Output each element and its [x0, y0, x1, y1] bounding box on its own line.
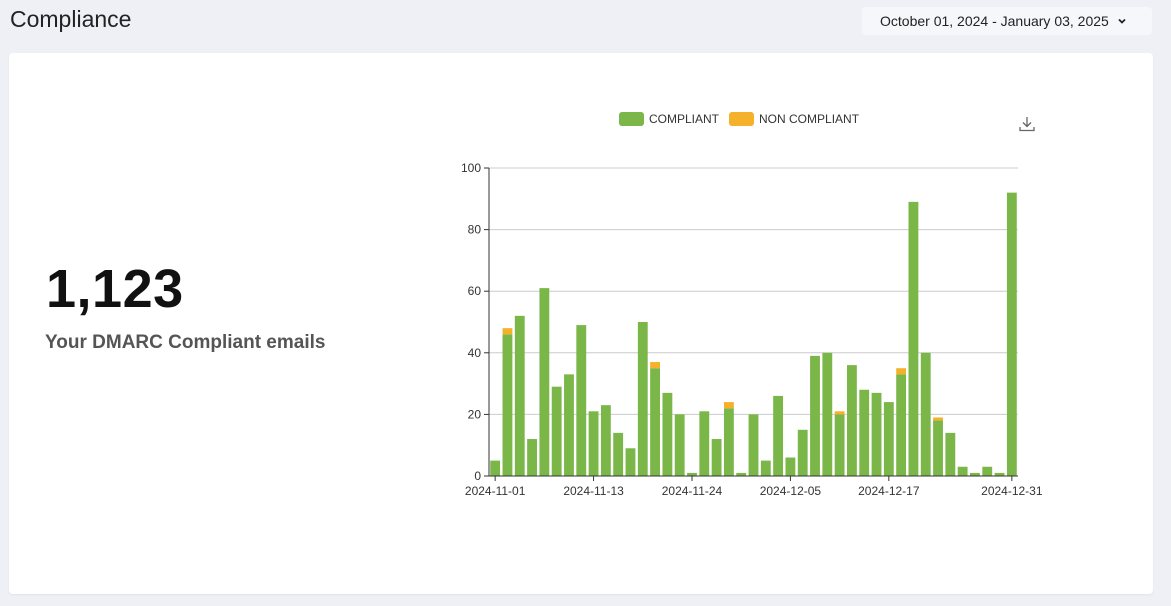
legend-item-compliant[interactable]: COMPLIANT	[619, 112, 719, 126]
bar-compliant	[600, 405, 611, 476]
bar-compliant	[637, 322, 648, 476]
bar-compliant	[945, 432, 956, 476]
bar-compliant	[490, 460, 501, 476]
bar-compliant	[564, 374, 574, 476]
bar-compliant	[785, 457, 796, 476]
y-tick-label: 20	[468, 407, 482, 421]
bar-compliant	[576, 325, 587, 476]
bar-compliant	[1006, 192, 1017, 476]
bar-non-compliant	[834, 411, 845, 415]
bar-compliant	[625, 448, 636, 476]
x-tick-label: 2024-12-05	[760, 484, 822, 498]
bar-compliant	[527, 439, 537, 476]
date-range-label: October 01, 2024 - January 03, 2025	[880, 13, 1109, 29]
bar-compliant	[674, 414, 685, 476]
y-tick-label: 100	[461, 161, 481, 175]
x-tick-label: 2024-11-13	[563, 484, 624, 498]
compliant-count: 1,123	[46, 259, 184, 319]
bar-compliant	[896, 374, 907, 476]
legend-item-non-compliant[interactable]: NON COMPLIANT	[729, 112, 859, 126]
bar-compliant	[846, 365, 857, 476]
bar-compliant	[834, 414, 845, 476]
bar-compliant	[723, 408, 734, 476]
bar-non-compliant	[896, 368, 907, 375]
bar-compliant	[502, 334, 513, 476]
bar-compliant	[982, 466, 993, 476]
bar-compliant	[933, 420, 943, 476]
chevron-down-icon	[1117, 16, 1127, 26]
chart-legend: COMPLIANT NON COMPLIANT	[619, 112, 869, 126]
bar-compliant	[871, 392, 882, 476]
bar-compliant	[908, 201, 919, 476]
bar-compliant	[711, 439, 722, 476]
bar-compliant	[970, 472, 980, 476]
bar-compliant	[810, 355, 820, 476]
legend-swatch-compliant	[619, 112, 644, 126]
bar-compliant	[736, 472, 747, 476]
legend-swatch-non-compliant	[729, 112, 755, 126]
download-icon[interactable]	[1017, 114, 1037, 134]
bar-compliant	[699, 411, 710, 476]
bar-non-compliant	[723, 402, 734, 409]
y-tick-label: 0	[474, 469, 481, 483]
bar-compliant	[883, 402, 894, 476]
x-tick-label: 2024-11-24	[662, 484, 723, 498]
bar-compliant	[613, 432, 624, 476]
bar-compliant	[957, 466, 968, 476]
y-tick-label: 80	[468, 223, 482, 237]
bar-compliant	[662, 392, 673, 476]
compliance-card	[9, 53, 1153, 594]
bar-compliant	[514, 315, 525, 476]
y-tick-label: 40	[468, 346, 482, 360]
bar-compliant	[748, 414, 759, 476]
bar-compliant	[859, 389, 870, 476]
bar-compliant	[760, 460, 771, 476]
compliant-count-label: Your DMARC Compliant emails	[45, 332, 326, 353]
legend-label-compliant: COMPLIANT	[649, 112, 720, 126]
bar-compliant	[687, 472, 697, 476]
bar-non-compliant	[502, 328, 513, 335]
x-tick-label: 2024-12-17	[858, 484, 920, 498]
x-tick-label: 2024-12-31	[981, 484, 1043, 498]
bar-compliant	[994, 472, 1005, 476]
bar-non-compliant	[933, 417, 943, 421]
page-title: Compliance	[10, 6, 132, 32]
bar-compliant	[539, 288, 550, 476]
bar-compliant	[773, 395, 784, 476]
bar-compliant	[822, 352, 833, 476]
bar-compliant	[650, 368, 661, 476]
date-range-picker[interactable]: October 01, 2024 - January 03, 2025	[862, 7, 1152, 35]
bar-compliant	[920, 352, 931, 476]
legend-label-non-compliant: NON COMPLIANT	[759, 112, 860, 126]
bar-compliant	[797, 429, 808, 476]
y-tick-label: 60	[468, 284, 482, 298]
bar-compliant	[551, 386, 562, 476]
bar-non-compliant	[650, 362, 661, 369]
x-tick-label: 2024-11-01	[465, 484, 526, 498]
bar-compliant	[588, 411, 599, 476]
